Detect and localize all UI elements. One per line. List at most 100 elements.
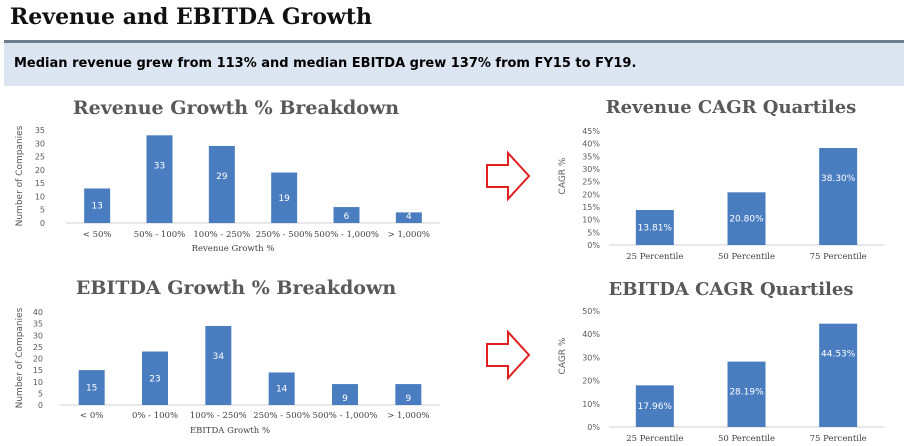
ebitda-growth-chart-bar <box>395 384 422 405</box>
revenue-cagr-chart-y-tick-label: 15% <box>582 203 600 212</box>
revenue-cagr-chart-data-label: 20.80% <box>729 215 764 225</box>
revenue-cagr-chart-category-label: 25 Percentile <box>626 252 683 262</box>
ebitda-growth-chart-y-tick-label: 35 <box>33 320 43 329</box>
revenue-growth-chart-y-tick-label: 10 <box>35 192 45 201</box>
ebitda-growth-chart-y-tick-label: 5 <box>38 389 43 398</box>
revenue-growth-chart-title: Revenue Growth % Breakdown <box>73 97 399 119</box>
revenue-cagr-chart-y-tick-label: 20% <box>582 190 600 199</box>
ebitda-cagr-chart-data-label: 28.19% <box>729 388 764 398</box>
ebitda-cagr-chart-category-label: 25 Percentile <box>626 434 683 444</box>
ebitda-cagr-chart-bar <box>635 385 674 427</box>
revenue-growth-chart-x-axis-label: Revenue Growth % <box>192 244 275 254</box>
revenue-cagr-chart-category-label: 75 Percentile <box>810 252 867 262</box>
ebitda-growth-chart-data-label: 15 <box>86 384 97 394</box>
revenue-cagr-chart-y-tick-label: 45% <box>582 127 600 136</box>
ebitda-cagr-chart-category-label: 50 Percentile <box>718 434 775 444</box>
ebitda-growth-chart-bar <box>332 384 358 405</box>
ebitda-growth-chart-y-tick-label: 15 <box>33 366 43 375</box>
revenue-growth-chart-data-label: 6 <box>344 212 350 222</box>
revenue-growth-chart-category-label: 50% - 100% <box>134 230 185 240</box>
revenue-growth-chart-y-tick-label: 15 <box>35 179 45 188</box>
revenue-cagr-chart-bar <box>819 147 858 245</box>
revenue-growth-chart-y-tick-label: 30 <box>35 139 45 148</box>
ebitda-growth-chart-category-label: 250% - 500% <box>253 411 310 421</box>
ebitda-growth-chart-category-label: > 1,000% <box>387 411 429 421</box>
ebitda-growth-chart-y-tick-label: 25 <box>33 343 43 352</box>
ebitda-growth-chart-y-tick-label: 0 <box>38 401 43 410</box>
revenue-cagr-chart-bar <box>727 192 766 245</box>
revenue-growth-chart-category-label: < 50% <box>83 230 112 240</box>
revenue-growth-chart-bar <box>146 135 173 223</box>
ebitda-cagr-chart-title: EBITDA CAGR Quartiles <box>609 279 854 300</box>
ebitda-growth-chart-data-label: 23 <box>149 374 160 384</box>
summary-banner: Median revenue grew from 113% and median… <box>4 40 904 86</box>
revenue-growth-chart-y-axis-label: Number of Companies <box>15 125 25 226</box>
ebitda-growth-chart-title: EBITDA Growth % Breakdown <box>76 277 396 299</box>
revenue-growth-chart-y-tick-label: 25 <box>35 153 45 162</box>
revenue-cagr-chart-y-tick-label: 0% <box>587 241 600 250</box>
ebitda-growth-chart-bar <box>205 325 232 405</box>
ebitda-cagr-chart-y-tick-label: 20% <box>582 377 600 386</box>
revenue-growth-chart-data-label: 33 <box>154 161 165 171</box>
ebitda-growth-chart-x-axis-label: EBITDA Growth % <box>190 426 270 436</box>
arrow-right-icon <box>486 150 531 202</box>
ebitda-cagr-chart-data-label: 44.53% <box>821 350 856 360</box>
page-title: Revenue and EBITDA Growth <box>10 4 372 30</box>
revenue-growth-chart-category-label: 500% - 1,000% <box>314 230 379 240</box>
revenue-growth-chart-y-tick-label: 0 <box>40 219 45 228</box>
ebitda-cagr-chart-bar <box>819 323 858 427</box>
ebitda-cagr-chart-y-axis-label: CAGR % <box>558 337 568 374</box>
ebitda-growth-chart-y-tick-label: 30 <box>33 331 43 340</box>
revenue-growth-chart-category-label: 250% - 500% <box>256 230 313 240</box>
ebitda-cagr-chart-y-tick-label: 10% <box>582 400 600 409</box>
revenue-cagr-chart-y-tick-label: 40% <box>582 140 600 149</box>
revenue-growth-chart-data-label: 19 <box>278 194 290 204</box>
ebitda-growth-chart-y-tick-label: 10 <box>33 378 43 387</box>
revenue-growth-chart-category-label: > 1,000% <box>388 230 430 240</box>
revenue-cagr-chart-y-axis-label: CAGR % <box>558 157 568 194</box>
ebitda-growth-chart-data-label: 9 <box>405 394 411 404</box>
ebitda-growth-chart-y-tick-label: 40 <box>33 308 43 317</box>
revenue-cagr-chart-data-label: 38.30% <box>821 174 856 184</box>
ebitda-growth-chart-category-label: 0% - 100% <box>132 411 178 421</box>
revenue-growth-chart-y-tick-label: 35 <box>35 126 45 135</box>
ebitda-growth-chart-y-axis-label: Number of Companies <box>15 307 25 408</box>
revenue-growth-chart-data-label: 13 <box>91 202 102 212</box>
arrow-right-icon <box>486 329 531 381</box>
revenue-cagr-chart-category-label: 50 Percentile <box>718 252 775 262</box>
ebitda-cagr-chart-y-tick-label: 40% <box>582 330 600 339</box>
revenue-growth-chart-bar <box>84 188 111 223</box>
revenue-cagr-chart-title: Revenue CAGR Quartiles <box>606 97 857 118</box>
revenue-growth-chart-bar <box>395 212 422 223</box>
ebitda-growth-chart-category-label: 100% - 250% <box>190 411 247 421</box>
ebitda-growth-chart-bar <box>142 351 168 405</box>
ebitda-cagr-chart-y-tick-label: 30% <box>582 353 600 362</box>
revenue-cagr-chart-y-tick-label: 5% <box>587 228 600 237</box>
revenue-cagr-chart-y-tick-label: 25% <box>582 178 600 187</box>
ebitda-growth-chart-category-label: < 0% <box>80 411 103 421</box>
ebitda-growth-chart-bar <box>268 372 295 405</box>
revenue-growth-chart-data-label: 29 <box>216 172 228 182</box>
revenue-growth-chart-bar <box>271 172 298 223</box>
ebitda-growth-chart-data-label: 34 <box>213 352 225 362</box>
banner-text: Median revenue grew from 113% and median… <box>14 56 637 71</box>
revenue-growth-chart-data-label: 4 <box>406 212 412 222</box>
ebitda-growth-chart-data-label: 9 <box>342 394 348 404</box>
ebitda-cagr-chart-y-tick-label: 50% <box>582 307 600 316</box>
revenue-cagr-chart-data-label: 13.81% <box>638 224 673 234</box>
ebitda-growth-chart-bar <box>78 370 105 405</box>
ebitda-cagr-chart-y-tick-label: 0% <box>587 423 600 432</box>
ebitda-growth-chart-data-label: 14 <box>276 385 288 395</box>
revenue-cagr-chart-y-tick-label: 10% <box>582 216 600 225</box>
ebitda-cagr-chart-category-label: 75 Percentile <box>810 434 867 444</box>
revenue-growth-chart-y-tick-label: 20 <box>35 166 45 175</box>
ebitda-growth-chart-category-label: 500% - 1,000% <box>313 411 378 421</box>
ebitda-cagr-chart-data-label: 17.96% <box>638 402 673 412</box>
revenue-growth-chart-bar <box>333 207 360 223</box>
revenue-cagr-chart-y-tick-label: 30% <box>582 165 600 174</box>
revenue-growth-chart-category-label: 100% - 250% <box>193 230 250 240</box>
revenue-cagr-chart-y-tick-label: 35% <box>582 152 600 161</box>
revenue-growth-chart-y-tick-label: 5 <box>40 206 45 215</box>
ebitda-growth-chart-y-tick-label: 20 <box>33 355 43 364</box>
